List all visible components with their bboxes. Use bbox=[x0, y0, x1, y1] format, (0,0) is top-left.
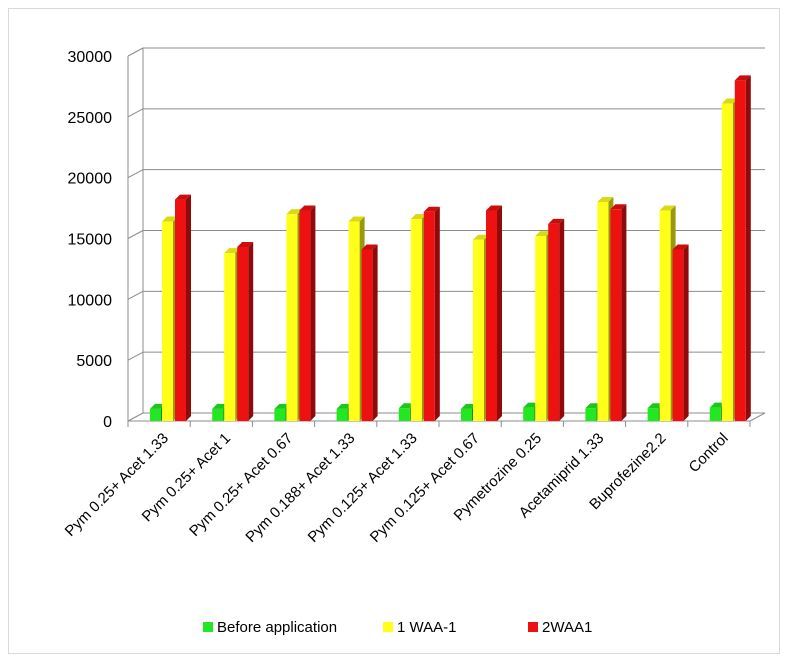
category-label: Pym 0.25+ Acet 0.67 bbox=[186, 430, 296, 540]
y-tick-label: 0 bbox=[103, 414, 112, 431]
y-tick-label: 20000 bbox=[68, 171, 113, 188]
bar-2waa1 bbox=[299, 205, 316, 421]
y-tick-label: 5000 bbox=[76, 353, 112, 370]
gridline-side bbox=[127, 108, 144, 118]
y-tick-label: 10000 bbox=[68, 292, 113, 309]
gridline-side bbox=[127, 412, 144, 422]
legend-label: 1 WAA-1 bbox=[397, 619, 456, 636]
bar-2waa1 bbox=[610, 204, 627, 421]
gridline-side bbox=[127, 351, 144, 361]
gridline-side bbox=[127, 47, 144, 57]
bar-2waa1 bbox=[175, 194, 191, 421]
legend-swatch bbox=[528, 622, 538, 632]
gridline-side bbox=[127, 290, 144, 300]
bar-2waa1 bbox=[486, 205, 502, 421]
axes: 0 5000 10000 15000 20000 25000 30000 bbox=[68, 48, 766, 431]
bar-2waa1 bbox=[548, 218, 565, 421]
bars bbox=[150, 75, 751, 421]
legend-label: Before application bbox=[217, 619, 337, 636]
gridline-side bbox=[127, 230, 144, 239]
legend-label: 2WAA1 bbox=[542, 619, 592, 636]
legend-item: 1 WAA-1 bbox=[383, 619, 456, 636]
legend-swatch bbox=[203, 622, 213, 632]
gridline-side bbox=[127, 169, 144, 179]
bar-2waa1 bbox=[672, 244, 689, 421]
y-tick-label: 30000 bbox=[68, 49, 113, 66]
y-tick-label: 25000 bbox=[68, 110, 113, 127]
chart-frame bbox=[8, 8, 780, 654]
bar-2waa1 bbox=[734, 75, 751, 421]
category-label: Pym 0.188+ Acet 1.33 bbox=[242, 430, 358, 546]
category-label: Control bbox=[686, 430, 732, 476]
legend-item: Before application bbox=[203, 619, 337, 636]
legend: Before application 1 WAA-1 2WAA1 bbox=[203, 619, 592, 636]
legend-swatch bbox=[383, 622, 393, 632]
bar-2waa1 bbox=[237, 242, 254, 421]
category-label: Pym 0.25+ Acet 1.33 bbox=[62, 430, 172, 540]
floor-edge bbox=[749, 412, 766, 422]
category-label: Pym 0.125+ Acet 1.33 bbox=[305, 430, 421, 546]
category-label: Pym 0.125+ Acet 0.67 bbox=[367, 430, 483, 546]
legend-item: 2WAA1 bbox=[528, 619, 592, 636]
y-tick-label: 15000 bbox=[68, 232, 113, 249]
bar-2waa1 bbox=[423, 206, 440, 421]
bar-2waa1 bbox=[361, 244, 378, 421]
